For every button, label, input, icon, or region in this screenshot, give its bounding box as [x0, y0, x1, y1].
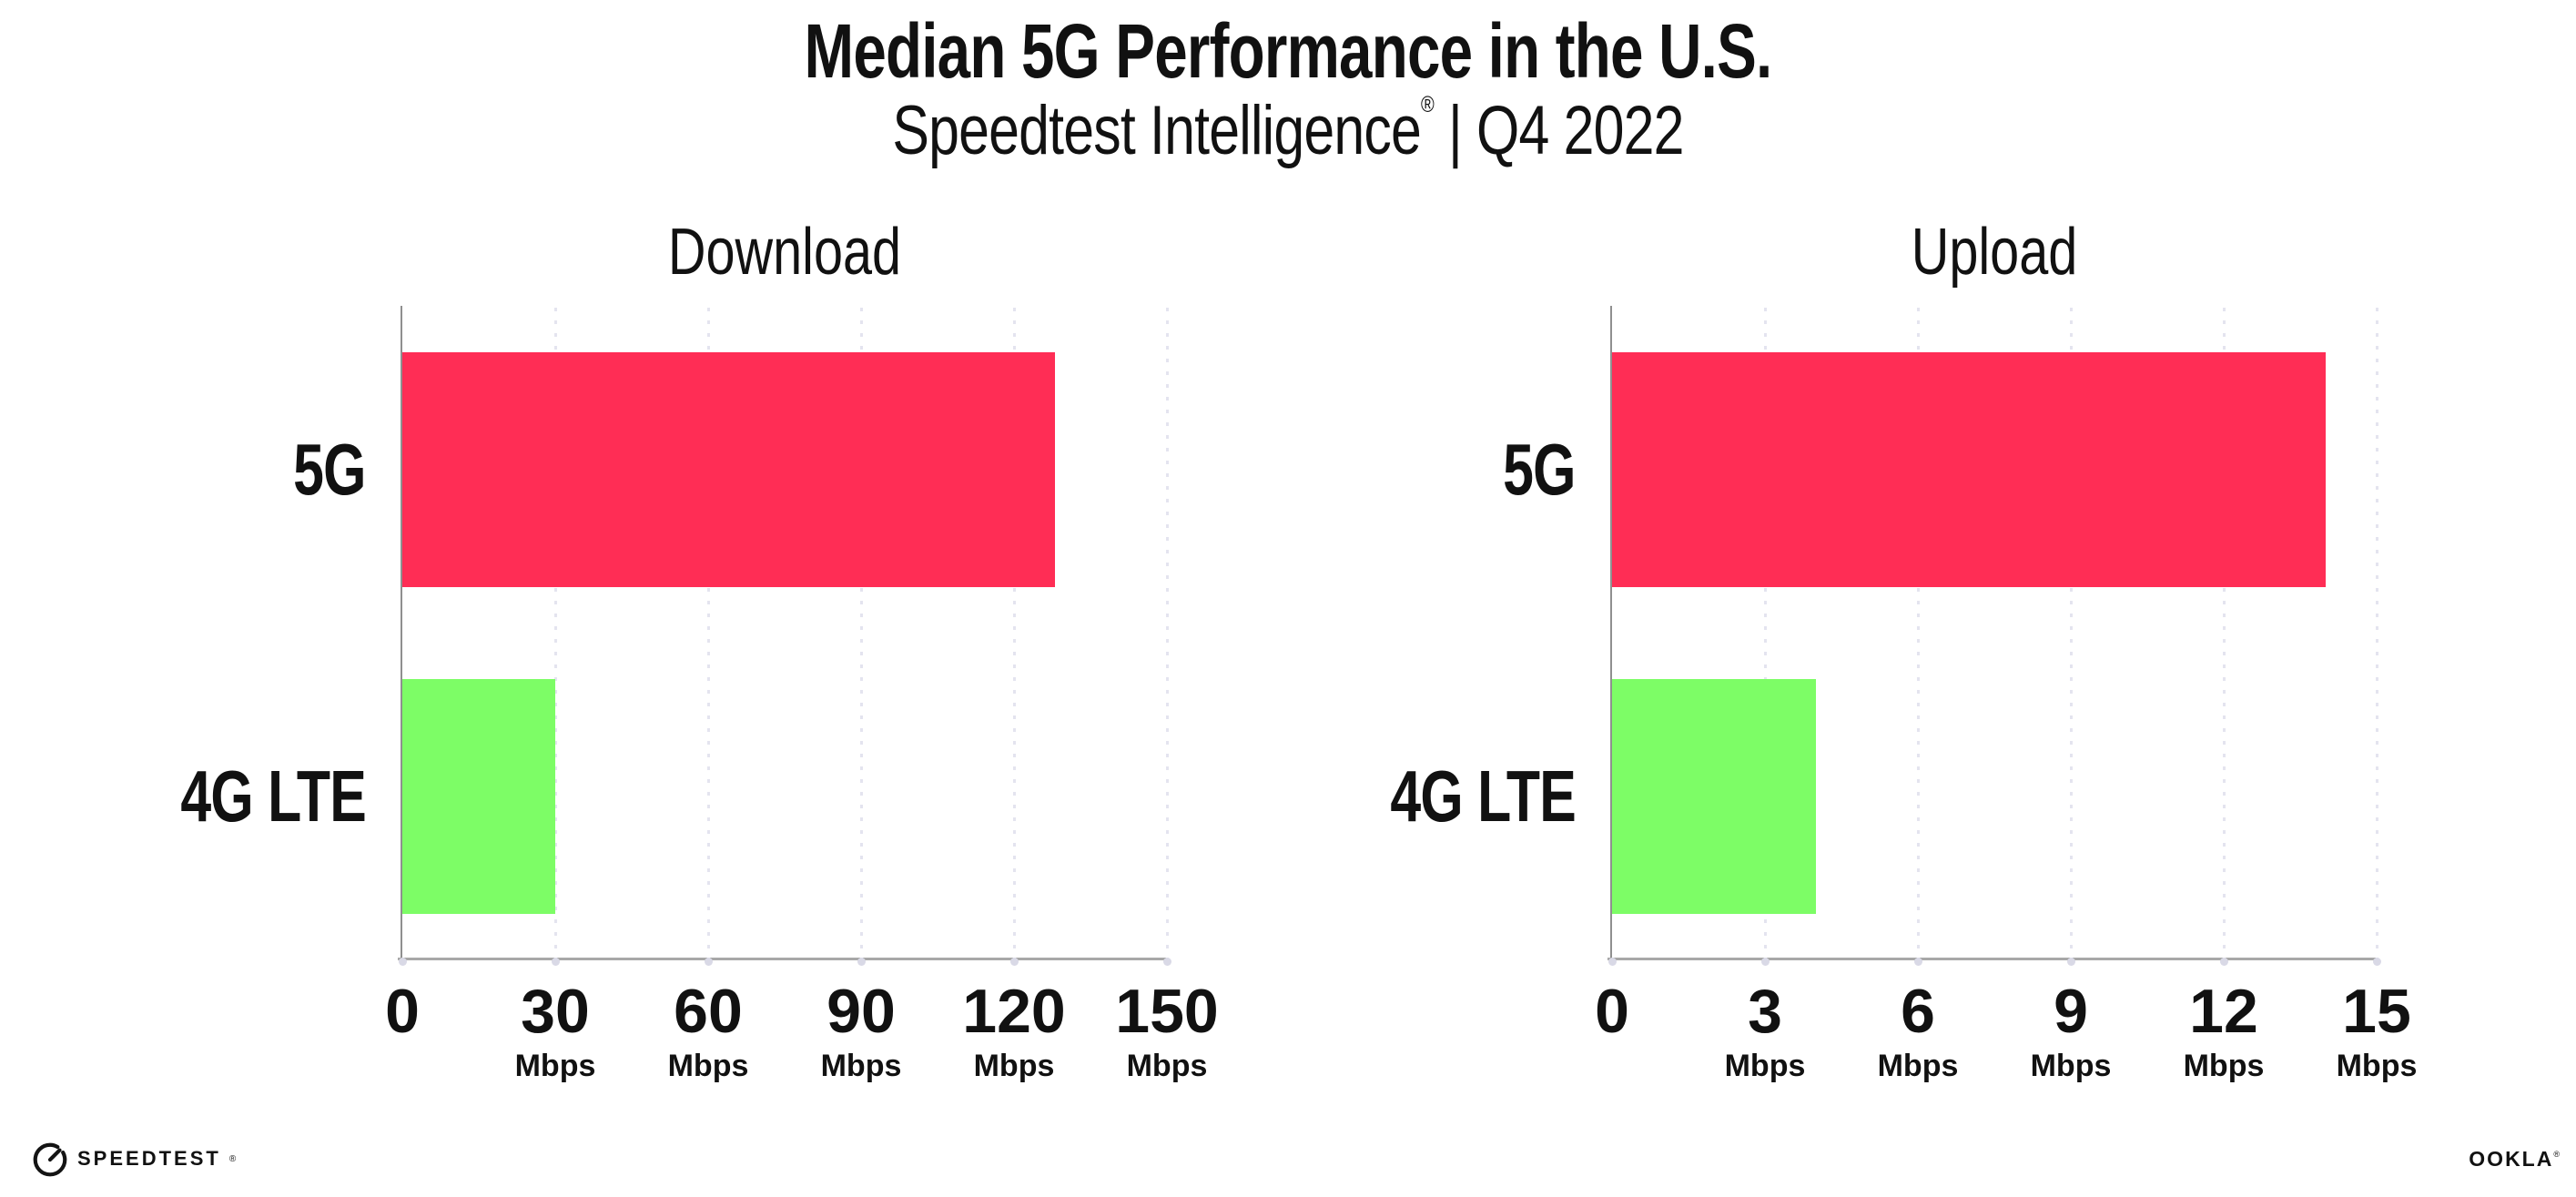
bar-4g-lte	[402, 679, 555, 914]
x-tick-label: 150 Mbps	[1058, 980, 1276, 1081]
x-tick-number: 0	[1595, 977, 1629, 1046]
category-label-text: 4G LTE	[1390, 756, 1577, 837]
subtitle: Speedtest Intelligence® | Q4 2022	[258, 91, 2318, 170]
bar-5g	[1612, 352, 2326, 587]
chart-title: Upload	[1911, 216, 2078, 289]
download-chart: Download 0 30 Mbps 60 Mbps 90 Mbps 120 Mbps 150 Mb…	[180, 216, 1219, 1081]
x-tick-unit: Mbps	[667, 1049, 749, 1083]
subtitle-separator: |	[1447, 92, 1463, 169]
x-tick-label: 0	[1503, 980, 1721, 1042]
gridline	[553, 308, 557, 959]
gridline	[2222, 308, 2226, 959]
x-axis-line	[1607, 958, 2378, 960]
x-tick-unit: Mbps	[1877, 1049, 1959, 1083]
x-tick-label: 6 Mbps	[1809, 980, 2027, 1081]
x-tick-unit: Mbps	[2336, 1049, 2418, 1083]
gauge-needle	[47, 1148, 62, 1162]
category-label-text: 4G LTE	[180, 756, 367, 837]
x-tick-unit: Mbps	[2183, 1049, 2265, 1083]
speedtest-logo: SPEEDTEST ®	[31, 1140, 236, 1178]
x-tick-label: 12 Mbps	[2115, 980, 2333, 1081]
axis-tick-dot	[1607, 958, 1617, 966]
gridline	[706, 308, 710, 959]
x-tick-number: 9	[2054, 977, 2088, 1046]
ookla-logo: OOKLA®	[2469, 1147, 2560, 1172]
speedtest-gauge-icon	[33, 1142, 67, 1177]
x-tick-number: 6	[1901, 977, 1935, 1046]
x-tick-number: 150	[1115, 977, 1219, 1046]
gridline	[2375, 308, 2378, 959]
category-label-5g: 5G	[1029, 352, 1576, 587]
axis-tick-dot	[2066, 958, 2075, 966]
subtitle-period: Q4 2022	[1476, 92, 1684, 169]
plot-area: 0 30 Mbps 60 Mbps 90 Mbps 120 Mbps 150 Mbps	[385, 306, 1219, 1081]
category-label-5g: 5G	[0, 352, 366, 587]
category-label-text: 5G	[293, 429, 366, 510]
x-tick-number: 60	[674, 977, 743, 1046]
chart-title: Download	[667, 216, 902, 289]
page-title: Median 5G Performance in the U.S.	[804, 8, 1773, 94]
speedtest-wordmark: SPEEDTEST	[77, 1147, 221, 1170]
gridline	[859, 308, 863, 959]
plot-area: 0 3 Mbps 6 Mbps 9 Mbps 12 Mbps 15 Mbps	[1595, 306, 2417, 1081]
x-tick-label: 60 Mbps	[599, 980, 817, 1081]
upload-chart: Upload 0 3 Mbps 6 Mbps 9 Mbps 12 Mbps 15 Mbps 5G 4G…	[1390, 216, 2417, 1081]
axis-tick-dot	[1162, 958, 1171, 966]
x-tick-label: 30 Mbps	[446, 980, 664, 1081]
gridline	[1916, 308, 1920, 959]
x-tick-unit: Mbps	[514, 1049, 596, 1083]
x-tick-label: 90 Mbps	[752, 980, 970, 1081]
x-tick-number: 12	[2189, 977, 2258, 1046]
y-axis-line	[1610, 306, 1612, 959]
x-axis-line	[398, 958, 1169, 960]
category-label-4g-lte: 4G LTE	[1029, 679, 1577, 914]
ookla-trademark-mark: ®	[2553, 1150, 2560, 1159]
x-tick-number: 3	[1748, 977, 1782, 1046]
axis-tick-dot	[857, 958, 866, 966]
x-tick-label: 3 Mbps	[1656, 980, 1874, 1081]
x-tick-label: 9 Mbps	[1962, 980, 2180, 1081]
y-axis-line	[401, 306, 402, 959]
category-label-4g-lte: 4G LTE	[0, 679, 367, 914]
x-tick-label: 15 Mbps	[2267, 980, 2486, 1081]
x-tick-number: 30	[521, 977, 590, 1046]
gridline	[1165, 308, 1169, 959]
registered-trademark-mark: ®	[1421, 92, 1435, 117]
gridline	[1763, 308, 1767, 959]
x-tick-unit: Mbps	[1724, 1049, 1806, 1083]
axis-tick-dot	[2372, 958, 2381, 966]
x-tick-number: 15	[2342, 977, 2411, 1046]
axis-tick-dot	[551, 958, 560, 966]
category-label-text: 5G	[1503, 429, 1576, 510]
gridline	[2069, 308, 2073, 959]
bar-4g-lte	[1612, 679, 1816, 914]
x-tick-number: 120	[962, 977, 1066, 1046]
x-tick-label: 120 Mbps	[905, 980, 1123, 1081]
x-tick-unit: Mbps	[2030, 1049, 2112, 1083]
axis-tick-dot	[1760, 958, 1770, 966]
x-tick-unit: Mbps	[973, 1049, 1055, 1083]
subtitle-brand: Speedtest Intelligence	[892, 92, 1422, 169]
bar-5g	[402, 352, 1055, 587]
x-tick-unit: Mbps	[1126, 1049, 1208, 1083]
axis-tick-dot	[1009, 958, 1019, 966]
x-tick-number: 90	[827, 977, 896, 1046]
x-tick-label: 0	[293, 980, 512, 1042]
axis-tick-dot	[1913, 958, 1922, 966]
speedtest-trademark-mark: ®	[228, 1153, 237, 1164]
x-tick-unit: Mbps	[820, 1049, 902, 1083]
axis-tick-dot	[2219, 958, 2228, 966]
x-tick-number: 0	[385, 977, 420, 1046]
ookla-wordmark: OOKLA	[2469, 1147, 2554, 1171]
gridline	[1012, 308, 1016, 959]
axis-tick-dot	[704, 958, 713, 966]
axis-tick-dot	[398, 958, 407, 966]
